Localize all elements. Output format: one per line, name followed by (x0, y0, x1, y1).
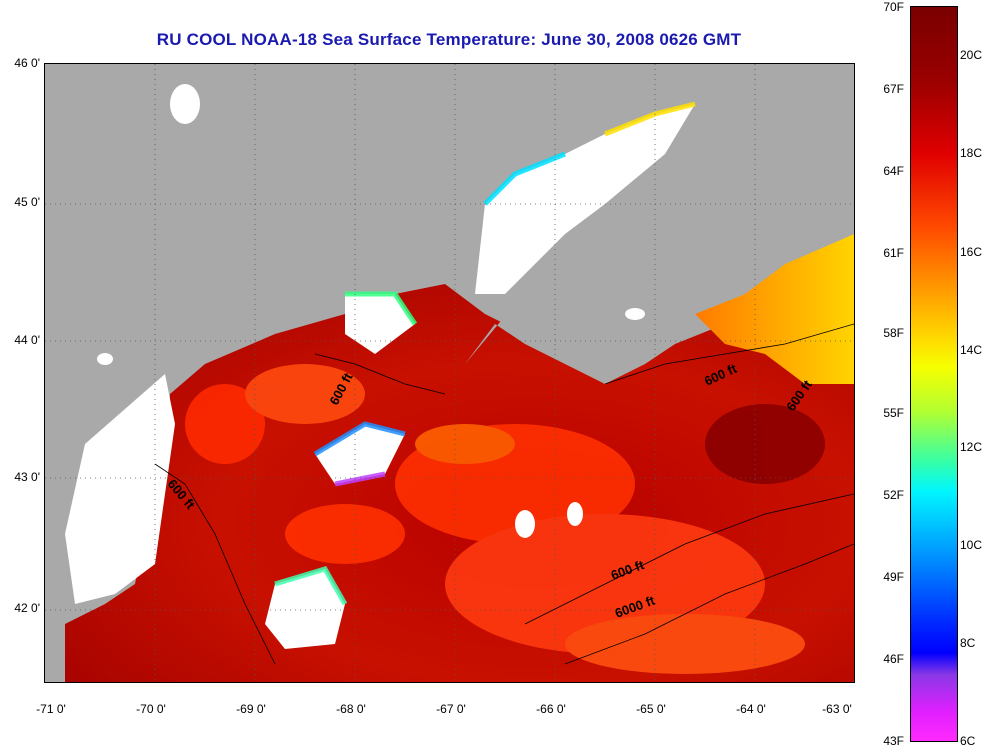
lat-label-46: 46 0' (14, 56, 40, 70)
colorbar-label-67f: 67F (883, 82, 904, 96)
colorbar-label-20c: 20C (960, 48, 983, 62)
lat-label-45: 45 0' (14, 195, 40, 209)
colorbar-label-43f: 43F (883, 734, 904, 748)
lon-label-65: -65 0' (636, 702, 666, 716)
lat-label-43: 43 0' (14, 470, 40, 484)
colorbar-label-52f: 52F (883, 488, 904, 502)
lat-label-44: 44 0' (14, 333, 40, 347)
bathymetry-contours (154, 323, 854, 665)
colorbar-label-46f: 46F (883, 652, 904, 666)
lat-label-42: 42 0' (14, 601, 40, 615)
colorbar-label-58f: 58F (883, 326, 904, 340)
colorbar-label-12c: 12C (960, 440, 983, 454)
colorbar-label-6c: 6C (960, 734, 976, 748)
colorbar-label-8c: 8C (960, 636, 976, 650)
yellow-warm-region (695, 234, 854, 384)
lon-label-66: -66 0' (536, 702, 566, 716)
sst-map-canvas: 600 ft 600 ft 600 ft 600 ft 600 ft 6000 … (45, 64, 854, 682)
lon-label-71: -71 0' (36, 702, 66, 716)
graticule (45, 64, 854, 682)
nova-scotia-land (465, 134, 854, 374)
colorbar-label-49f: 49F (883, 570, 904, 584)
colorbar-label-70f: 70F (883, 0, 904, 14)
lon-label-64: -64 0' (736, 702, 766, 716)
colorbar-label-18c: 18C (960, 146, 983, 160)
lon-label-63: -63 0' (822, 702, 852, 716)
map-title: RU COOL NOAA-18 Sea Surface Temperature:… (156, 30, 742, 49)
colorbar-label-55f: 55F (883, 406, 904, 420)
colorbar-label-61f: 61F (883, 246, 904, 260)
colorbar-label-10c: 10C (960, 538, 983, 552)
sst-map[interactable]: 600 ft 600 ft 600 ft 600 ft 600 ft 6000 … (44, 63, 855, 683)
temperature-colorbar (910, 6, 958, 742)
lon-label-67: -67 0' (436, 702, 466, 716)
lon-label-68: -68 0' (336, 702, 366, 716)
cloud-cover (65, 84, 695, 649)
colorbar-label-16c: 16C (960, 245, 983, 259)
lon-label-70: -70 0' (136, 702, 166, 716)
colorbar-label-14c: 14C (960, 343, 983, 357)
colorbar-label-64f: 64F (883, 164, 904, 178)
lon-label-69: -69 0' (236, 702, 266, 716)
